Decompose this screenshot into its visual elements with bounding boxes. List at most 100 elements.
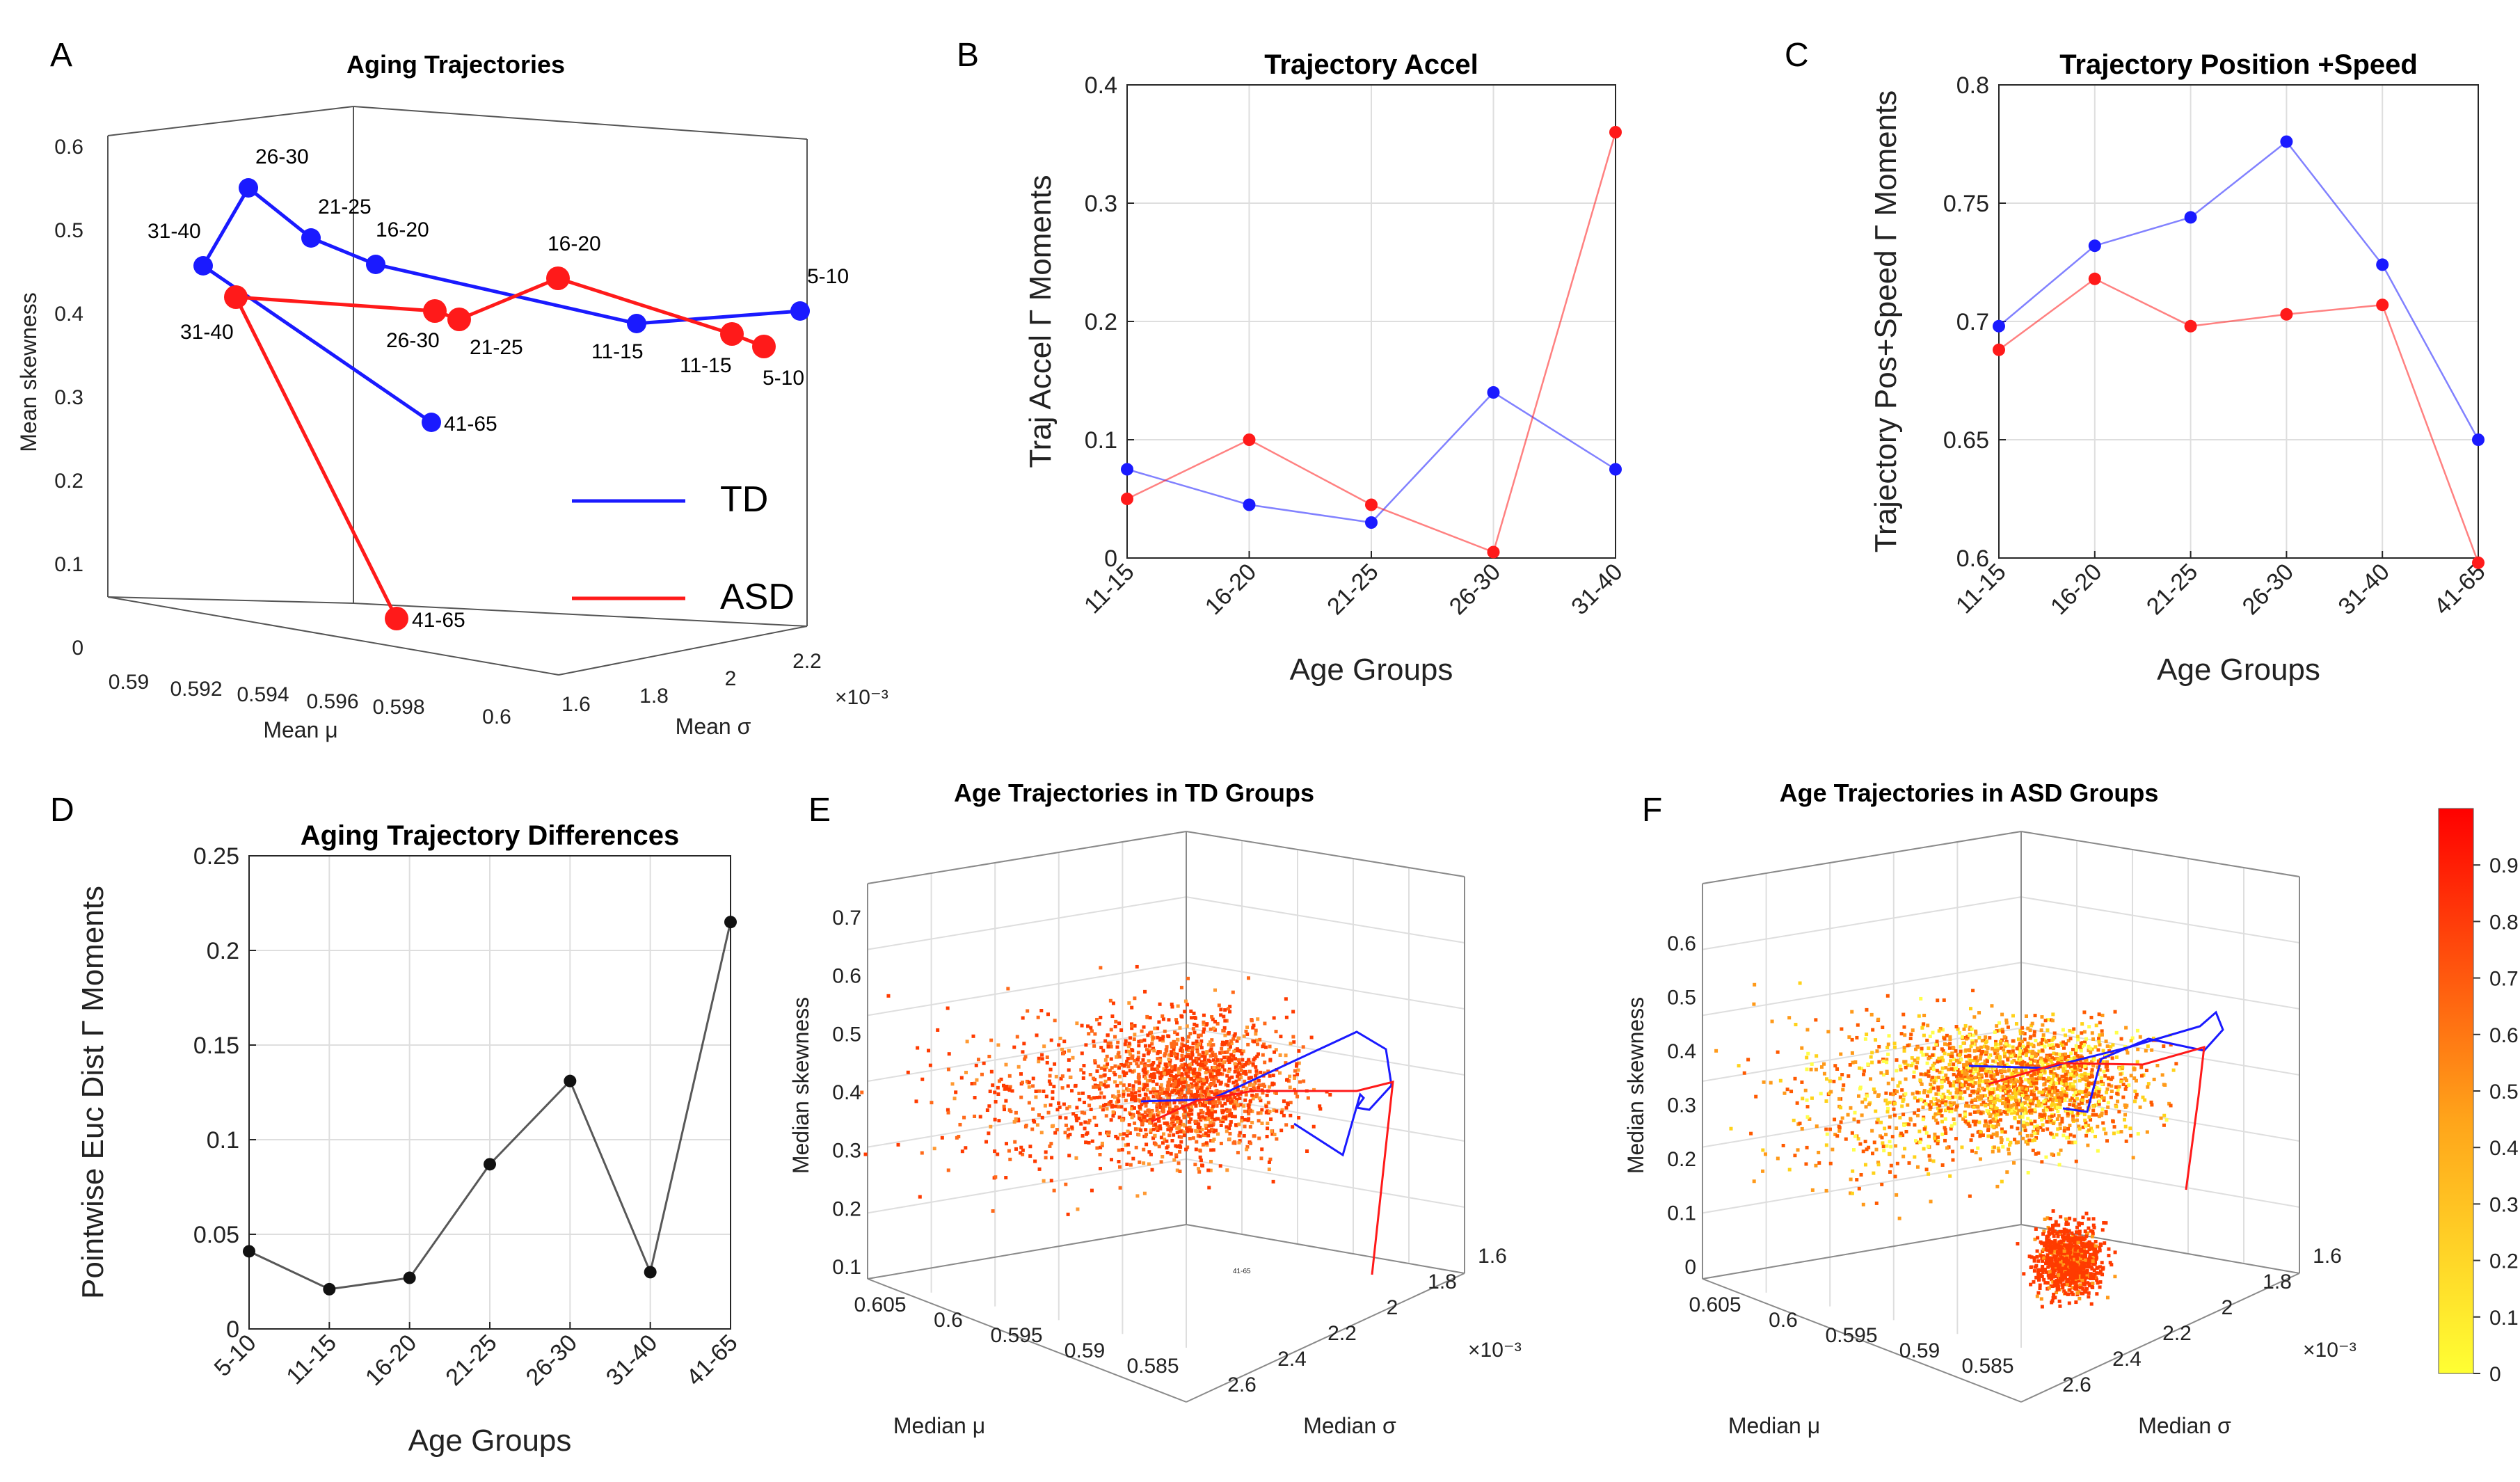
scatter-point [974,1063,978,1067]
scatter-point [1850,1051,1854,1055]
scatter-point [1263,1045,1268,1049]
scatter-point [2068,1037,2073,1041]
scatter-point [1218,1101,1222,1105]
scatter-point [1993,1051,1997,1055]
scatter-point [1293,1087,1297,1092]
scatter-point [2043,1071,2047,1075]
scatter-point [1058,1115,1062,1120]
scatter-point [2059,1215,2063,1219]
scatter-point [2089,1051,2093,1055]
scatter-point [1850,1191,1854,1195]
scatter-point [1938,1103,1942,1108]
scatter-point [2050,1078,2055,1082]
scatter-point [1074,1114,1078,1118]
scatter-point [1130,1091,1134,1095]
scatter-point [1948,1091,1952,1095]
scatter-point [1243,1069,1247,1074]
scatter-point [1214,1129,1218,1133]
scatter-point [1226,1083,1230,1087]
point-label: 41-65 [412,609,465,632]
x-tick-label: 21-25 [1322,559,1383,620]
scatter-point [1145,1079,1149,1083]
scatter-point [2013,1067,2017,1071]
scatter-point [1914,1065,1918,1069]
scatter-point [2095,1085,2099,1090]
scatter-point [1968,1058,1972,1062]
scatter-point [1921,1053,1925,1057]
scatter-point [2049,1080,2053,1084]
scatter-point [2100,1108,2105,1112]
scatter-point [1164,1069,1168,1073]
scatter-point [2094,1045,2098,1049]
scatter-point [1945,1033,1949,1037]
scatter-point [1896,1084,1900,1088]
scatter-point [1112,1070,1116,1074]
scatter-point [1253,1081,1257,1085]
scatter-point [2062,1069,2066,1073]
scatter-point [1122,1083,1126,1087]
scatter-point [2086,1250,2090,1254]
scatter-point [1109,1100,1113,1104]
scatter-point [1167,1092,1172,1097]
z-tick-label: 0.5 [832,1023,861,1046]
scatter-point [1219,1123,1223,1127]
scatter-point [2025,1140,2029,1144]
scatter-point [2092,1055,2096,1060]
scatter-point [1839,1120,1843,1124]
scatter-point [2071,1083,2075,1087]
scatter-point [1940,1132,1945,1136]
scatter-point [1005,1142,1009,1146]
scatter-point [2024,1087,2028,1092]
scatter-point [1247,1112,1251,1116]
scatter-point [2043,1261,2048,1266]
scatter-point [1232,1105,1236,1109]
x-axis-label: Age Groups [1290,653,1453,687]
scatter-point [2049,1131,2053,1136]
scatter-point [1178,1170,1182,1174]
scatter-point [2159,1116,2163,1120]
scatter-point [1870,1129,1874,1133]
panel-letter-c: C [1785,37,1809,74]
scatter-point [1008,1157,1012,1161]
scatter-point [1145,1142,1149,1147]
scatter-point [2023,1061,2027,1065]
scatter-point [1927,1090,1931,1094]
scatter-point [1180,1089,1184,1093]
scatter-point [1785,1087,1789,1092]
scatter-point [1172,1075,1176,1079]
scatter-point [1225,1125,1229,1129]
scatter-point [1243,1079,1247,1083]
data-point-asd [2184,319,2197,333]
scatter-point [1241,1058,1245,1062]
scatter-point [1042,1044,1046,1049]
scatter-point [1293,1076,1297,1080]
scatter-point [1984,1079,1988,1083]
scatter-point [2089,1126,2094,1131]
scatter-point [1066,1136,1070,1140]
scatter-point [1174,1144,1178,1148]
legend-label-asd: ASD [720,577,795,617]
scatter-point [2050,1056,2055,1060]
scatter-point [1929,1200,1933,1204]
scatter-point [1833,1117,1837,1122]
z-tick-label: 0.2 [1667,1148,1696,1171]
scatter-point [1195,1049,1199,1053]
scatter-point [1137,1039,1141,1044]
scatter-point [1146,1096,1150,1100]
scatter-point [1200,1127,1204,1131]
scatter-point [2101,1049,2105,1053]
scatter-point [1753,982,1757,987]
data-point-difference [644,1266,657,1279]
x-tick-label: 0.605 [1689,1293,1741,1316]
scatter-point [1965,1087,1970,1091]
scatter-point [1931,1102,1936,1106]
scatter-point [2075,1072,2079,1076]
scatter-point [2020,1026,2024,1030]
scatter-point [1124,1039,1128,1043]
scatter-point [1188,1067,1193,1071]
scatter-point [1233,1100,1237,1104]
axis-edge [867,1224,1187,1280]
scatter-point [2032,1125,2036,1129]
scatter-point [1942,1078,1946,1083]
scatter-point [2062,1129,2066,1133]
